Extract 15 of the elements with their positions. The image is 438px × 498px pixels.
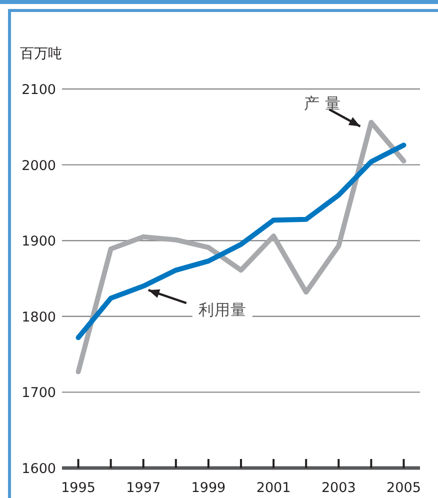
y-tick-label: 1900	[22, 234, 56, 250]
x-tick-label: 2001	[256, 480, 291, 496]
x-tick-label: 1995	[61, 480, 96, 496]
x-tick-label: 2003	[321, 480, 356, 496]
annotation: 利用量	[198, 301, 246, 320]
y-tick-label: 1800	[22, 309, 56, 326]
x-tick-label: 1997	[126, 480, 161, 496]
annotation: 产 量	[304, 94, 342, 112]
y-tick-label: 2000	[22, 158, 56, 174]
y-axis-title: 百万吨	[20, 46, 62, 62]
x-tick-label: 1999	[191, 480, 226, 496]
y-tick-label: 1600	[22, 461, 56, 477]
y-tick-label: 2100	[22, 82, 56, 98]
x-tick-label: 2005	[386, 480, 421, 496]
y-tick-label: 1700	[22, 385, 56, 402]
